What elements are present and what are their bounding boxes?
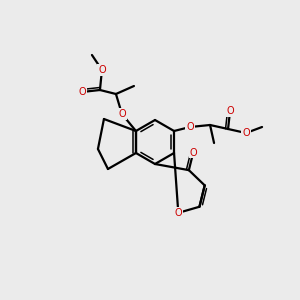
Text: O: O: [98, 65, 106, 75]
Text: O: O: [78, 87, 86, 97]
Text: O: O: [175, 208, 182, 218]
Text: O: O: [118, 109, 126, 119]
Text: O: O: [226, 106, 234, 116]
Text: O: O: [186, 122, 194, 132]
Text: O: O: [242, 128, 250, 138]
Text: O: O: [189, 148, 197, 158]
